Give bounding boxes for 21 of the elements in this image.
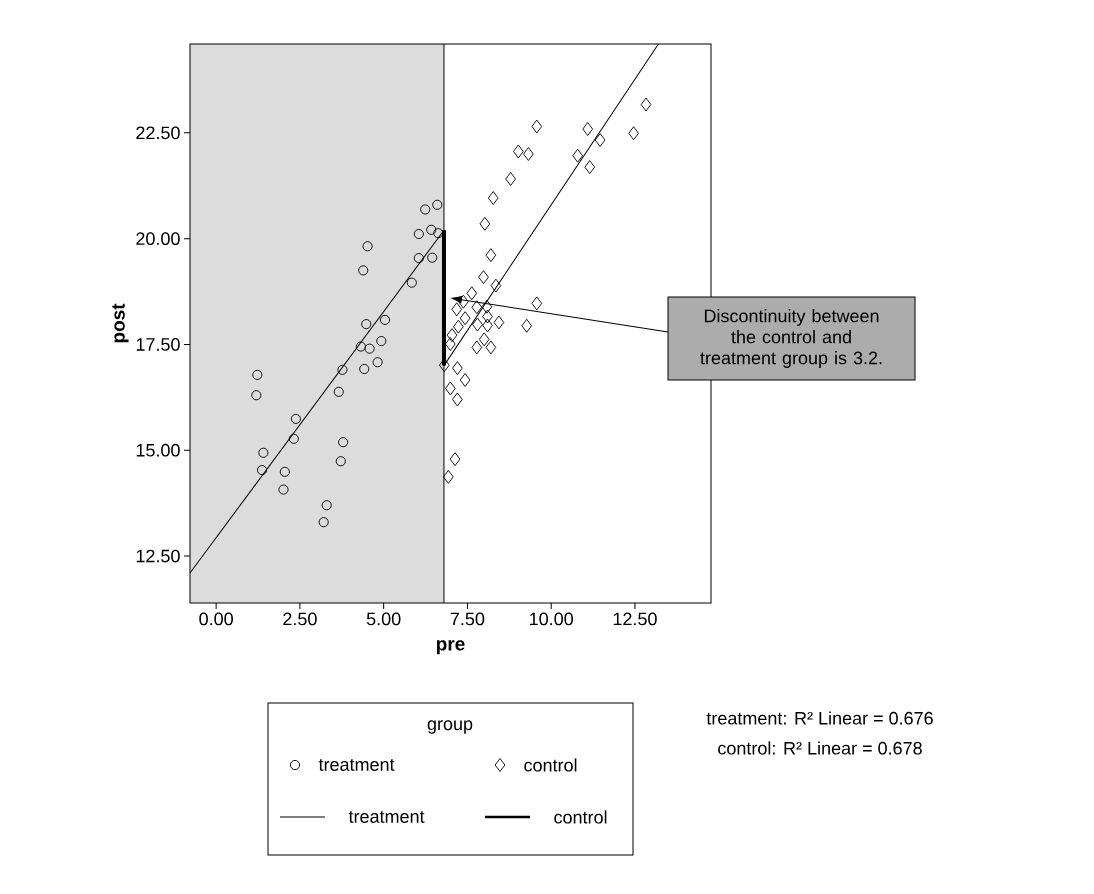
legend-label: control — [524, 758, 577, 772]
legend-title: group — [427, 720, 473, 734]
x-tick-label: 12.50 — [613, 612, 657, 626]
x-tick-label: 5.00 — [366, 612, 401, 626]
legend-label: treatment — [318, 759, 395, 771]
x-tick-label: 2.50 — [283, 612, 317, 626]
x-axis-title: pre — [436, 640, 465, 655]
x-tick-label: 0.00 — [199, 612, 233, 626]
y-tick-label: 15.00 — [136, 443, 180, 457]
y-tick-label: 20.00 — [136, 232, 180, 246]
y-axis-title: post — [112, 303, 129, 343]
y-tick-label: 17.50 — [136, 338, 180, 351]
y-tick-label: 12.50 — [136, 549, 180, 563]
annotation: Discontinuity between the control and treatment group is 3.2. — [700, 309, 882, 368]
text: treatment: R² Linear = 0.676 — [706, 711, 933, 725]
text: control: R² Linear = 0.678 — [718, 741, 922, 755]
y-tick-label: 22.50 — [136, 126, 180, 140]
legend-label: treatment — [348, 811, 425, 823]
x-tick-label: 7.50 — [450, 612, 485, 626]
x-tick-label: 10.00 — [530, 612, 574, 626]
legend-label: control — [554, 810, 607, 824]
